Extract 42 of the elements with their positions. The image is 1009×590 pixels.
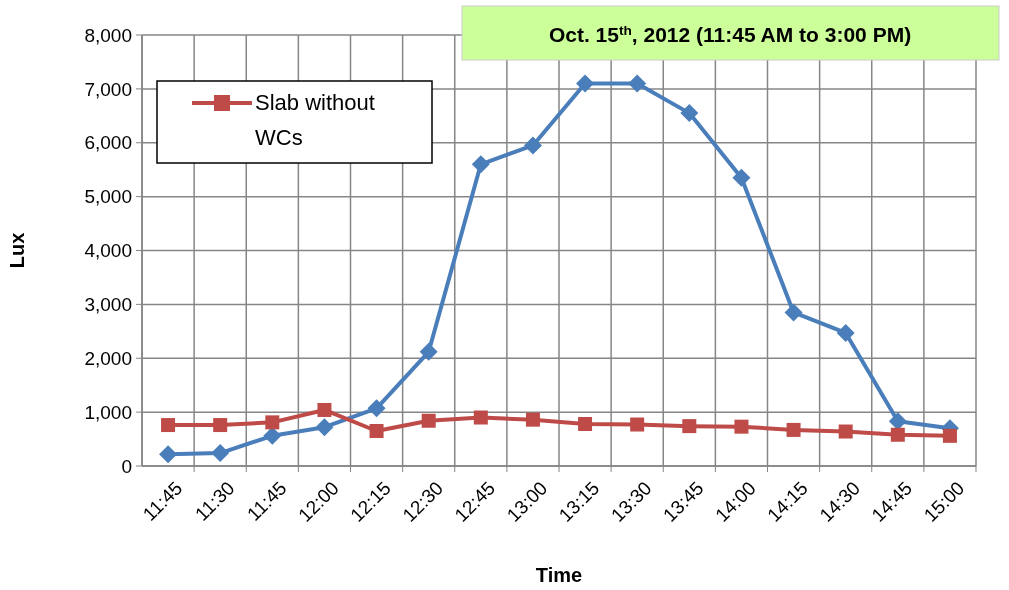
- y-axis-title: Lux: [6, 232, 28, 269]
- point: [213, 418, 228, 433]
- point: [161, 418, 176, 433]
- point: [734, 419, 749, 434]
- point: [942, 428, 957, 443]
- point: [784, 303, 803, 322]
- y-tick-label: 1,000: [84, 401, 132, 423]
- point: [265, 415, 280, 430]
- legend-label: Slab without WCs: [255, 90, 375, 150]
- y-tick-label: 3,000: [84, 294, 132, 316]
- point: [473, 410, 488, 425]
- point: [578, 416, 593, 431]
- point: [628, 74, 647, 93]
- point: [367, 399, 386, 418]
- point: [211, 444, 230, 463]
- y-tick-label: 8,000: [84, 24, 132, 46]
- point: [523, 136, 542, 155]
- point: [682, 419, 697, 434]
- point: [630, 417, 645, 432]
- point: [525, 412, 540, 427]
- chart-title: Oct. 15$^{th}$, 2012 (11:45 AM to 3:00 PM): [548, 22, 912, 46]
- point: [890, 427, 905, 442]
- point: [315, 418, 334, 437]
- y-tick-label: 7,000: [84, 78, 132, 100]
- point: [836, 323, 855, 342]
- point: [786, 422, 801, 437]
- y-tick-label: 2,000: [84, 347, 132, 369]
- point: [471, 155, 490, 174]
- point: [159, 445, 178, 464]
- point: [369, 423, 384, 438]
- point: [421, 413, 436, 428]
- y-tick-label: 6,000: [84, 132, 132, 154]
- x-axis-title: Time: [535, 564, 583, 586]
- point: [419, 342, 438, 361]
- point: [317, 402, 332, 417]
- y-tick-label: 4,000: [84, 240, 132, 262]
- point: [838, 424, 853, 439]
- y-tick-label: 0: [121, 455, 132, 477]
- y-tick-label: 5,000: [84, 186, 132, 208]
- point: [576, 74, 595, 93]
- point: [732, 168, 751, 187]
- point: [680, 104, 699, 123]
